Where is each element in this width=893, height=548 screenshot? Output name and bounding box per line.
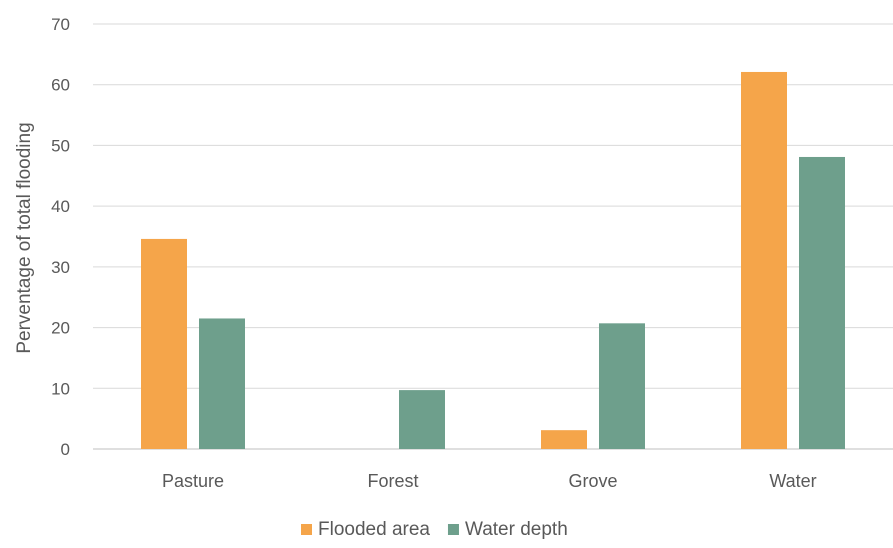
bar-grove-flooded-area [541,430,587,449]
y-tick-label: 30 [51,258,70,277]
x-category-label: Grove [568,471,617,491]
x-category-label: Pasture [162,471,224,491]
y-tick-label: 0 [61,440,70,459]
legend-swatch [447,524,459,535]
legend-swatch [301,524,312,535]
y-tick-label: 70 [51,15,70,34]
x-category-label: Forest [367,471,418,491]
y-tick-label: 10 [51,379,70,398]
bar-pasture-water-depth [199,318,245,449]
bar-grove-water-depth [599,323,645,449]
y-tick-label: 50 [51,136,70,155]
y-tick-label: 20 [51,319,70,338]
legend-label: Flooded area [318,519,430,540]
y-axis-label: Perventage of total flooding [14,122,35,353]
y-axis-ticks: 0 10 20 30 40 50 60 70 [51,15,70,459]
x-axis-categories: Pasture Forest Grove Water [162,471,817,491]
legend: Flooded area Water depth [301,519,568,540]
bars [141,71,845,449]
legend-label: Water depth [465,519,568,540]
x-category-label: Water [769,471,816,491]
bar-water-water-depth [799,156,845,449]
bar-water-flooded-area [741,71,787,449]
y-tick-label: 40 [51,197,70,216]
bar-forest-water-depth [399,390,445,449]
bar-pasture-flooded-area [141,238,187,449]
y-tick-label: 60 [51,76,70,95]
